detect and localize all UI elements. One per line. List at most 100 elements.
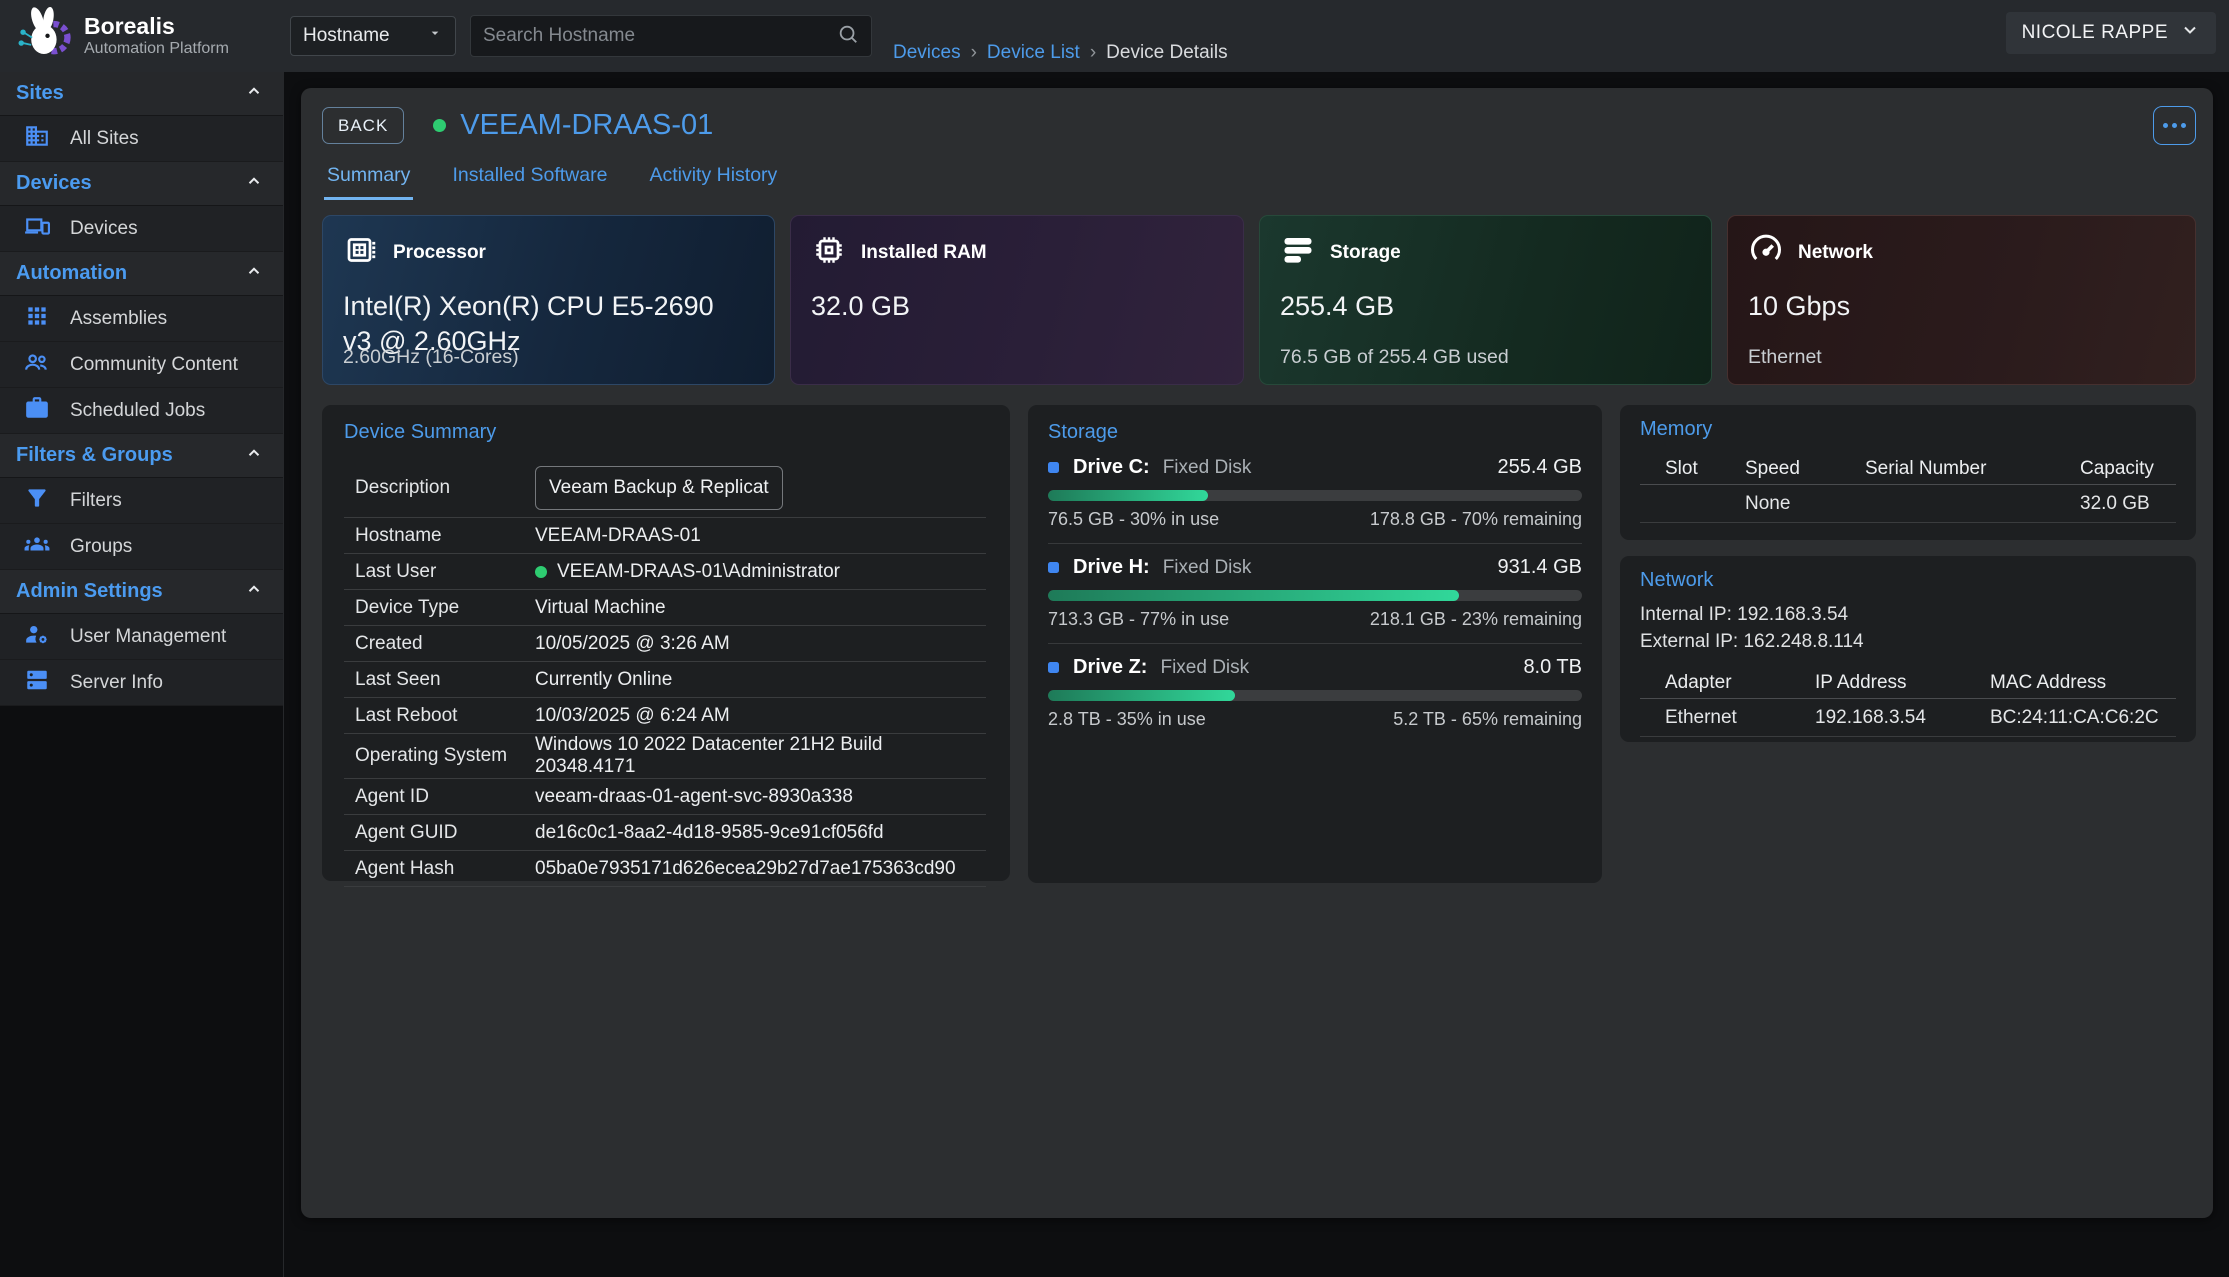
drive-used-text: 76.5 GB - 30% in use	[1048, 509, 1219, 530]
sidebar-item-devices[interactable]: Devices	[0, 206, 283, 252]
drive-row-z: Drive Z: Fixed Disk 8.0 TB 2.8 TB - 35% …	[1048, 644, 1582, 743]
network-subtext: Ethernet	[1748, 346, 1822, 369]
card-label: Network	[1798, 242, 1873, 264]
search-input-wrap	[470, 15, 872, 57]
network-table: Adapter IP Address MAC Address Ethernet …	[1640, 667, 2176, 737]
sidebar-item-community-content[interactable]: Community Content	[0, 342, 283, 388]
ellipsis-icon	[2181, 123, 2186, 128]
description-input[interactable]	[535, 466, 783, 510]
network-card: Network 10 Gbps Ethernet	[1727, 215, 2196, 385]
sidebar-item-groups[interactable]: Groups	[0, 524, 283, 570]
row-value: Virtual Machine	[535, 597, 666, 619]
app-logo[interactable]: Borealis Automation Platform	[0, 5, 284, 68]
row-value: 10/03/2025 @ 6:24 AM	[535, 705, 730, 727]
breadcrumb-device-details: Device Details	[1106, 42, 1227, 64]
sidebar-divider	[283, 72, 284, 1277]
section-label: Sites	[16, 82, 64, 105]
online-status-dot	[535, 566, 547, 578]
chevron-up-icon	[245, 580, 263, 603]
memory-capacity: 32.0 GB	[2080, 493, 2176, 515]
user-menu[interactable]: NICOLE RAPPE	[2006, 12, 2216, 54]
back-button[interactable]: BACK	[322, 107, 404, 144]
search-input[interactable]	[483, 25, 837, 47]
processor-card: Processor Intel(R) Xeon(R) CPU E5-2690 v…	[322, 215, 775, 385]
drive-name: Drive C:	[1073, 456, 1150, 479]
more-actions-button[interactable]	[2153, 106, 2196, 145]
sidebar-item-user-management[interactable]: User Management	[0, 614, 283, 660]
summary-row-agent-hash: Agent Hash 05ba0e7935171d626ecea29b27d7a…	[344, 851, 986, 887]
briefcase-icon	[24, 395, 50, 427]
breadcrumb-device-list[interactable]: Device List	[987, 42, 1080, 64]
sidebar-item-all-sites[interactable]: All Sites	[0, 116, 283, 162]
grid-icon	[24, 303, 50, 335]
drive-row-c: Drive C: Fixed Disk 255.4 GB 76.5 GB - 3…	[1048, 444, 1582, 544]
row-label: Last Seen	[355, 669, 535, 691]
device-tabs: Summary Installed Software Activity Hist…	[324, 164, 780, 200]
sidebar-item-scheduled-jobs[interactable]: Scheduled Jobs	[0, 388, 283, 434]
tab-activity-history[interactable]: Activity History	[646, 164, 780, 200]
sidebar-section-sites[interactable]: Sites	[0, 72, 283, 116]
borealis-rabbit-logo-icon	[14, 5, 72, 68]
row-label: Agent GUID	[355, 822, 535, 844]
sidebar-item-label: Devices	[70, 218, 138, 240]
filter-icon	[24, 485, 50, 517]
row-value: de16c0c1-8aa2-4d18-9585-9ce91cf056fd	[535, 822, 884, 844]
memory-col-serial: Serial Number	[1865, 458, 2080, 480]
devices-icon	[24, 213, 50, 245]
chevron-down-icon	[2180, 20, 2200, 46]
sidebar-section-admin-settings[interactable]: Admin Settings	[0, 570, 283, 614]
network-adapter: Ethernet	[1665, 707, 1815, 729]
network-panel-title: Network	[1640, 569, 2176, 592]
chevron-up-icon	[245, 262, 263, 285]
storage-panel: Storage Drive C: Fixed Disk 255.4 GB 76.…	[1028, 405, 1602, 883]
network-col-adapter: Adapter	[1665, 672, 1815, 694]
brand-name: Borealis	[84, 14, 229, 39]
sidebar-section-devices[interactable]: Devices	[0, 162, 283, 206]
drive-bullet-icon	[1048, 462, 1059, 473]
sidebar: Sites All Sites Devices Devices Automati…	[0, 72, 283, 706]
sidebar-item-filters[interactable]: Filters	[0, 478, 283, 524]
row-value: VEEAM-DRAAS-01\Administrator	[557, 561, 840, 583]
tab-summary[interactable]: Summary	[324, 164, 413, 200]
row-label: Device Type	[355, 597, 535, 619]
row-label: Agent Hash	[355, 858, 535, 880]
device-header: BACK VEEAM-DRAAS-01	[322, 106, 2196, 145]
network-panel: Network Internal IP: 192.168.3.54 Extern…	[1620, 556, 2196, 742]
drive-remaining-text: 178.8 GB - 70% remaining	[1370, 509, 1582, 530]
chevron-down-icon	[427, 25, 443, 47]
sidebar-section-filters-groups[interactable]: Filters & Groups	[0, 434, 283, 478]
sidebar-item-assemblies[interactable]: Assemblies	[0, 296, 283, 342]
memory-row: None 32.0 GB	[1640, 485, 2176, 523]
chevron-up-icon	[245, 444, 263, 467]
memory-col-capacity: Capacity	[2080, 458, 2176, 480]
user-menu-label: NICOLE RAPPE	[2022, 22, 2168, 44]
speedometer-icon	[1748, 232, 1784, 273]
row-value: Windows 10 2022 Datacenter 21H2 Build 20…	[535, 734, 986, 778]
tab-installed-software[interactable]: Installed Software	[449, 164, 610, 200]
drive-name: Drive Z:	[1073, 656, 1147, 679]
row-label: Hostname	[355, 525, 535, 547]
ellipsis-icon	[2172, 123, 2177, 128]
device-name-title: VEEAM-DRAAS-01	[460, 109, 713, 142]
memory-panel: Memory Slot Speed Serial Number Capacity…	[1620, 405, 2196, 540]
drive-usage-bar	[1048, 690, 1582, 701]
drive-type: Fixed Disk	[1160, 657, 1249, 679]
summary-row-last-seen: Last Seen Currently Online	[344, 662, 986, 698]
section-label: Filters & Groups	[16, 444, 173, 467]
search-filter-dropdown[interactable]: Hostname	[290, 16, 456, 56]
drive-type: Fixed Disk	[1163, 557, 1252, 579]
storage-stack-icon	[1280, 232, 1316, 273]
sidebar-item-server-info[interactable]: Server Info	[0, 660, 283, 706]
breadcrumb-devices[interactable]: Devices	[893, 42, 961, 64]
ram-chip-icon	[811, 232, 847, 273]
memory-col-slot: Slot	[1665, 458, 1745, 480]
drive-name: Drive H:	[1073, 556, 1150, 579]
sidebar-section-automation[interactable]: Automation	[0, 252, 283, 296]
sidebar-item-label: Scheduled Jobs	[70, 400, 205, 422]
storage-card: Storage 255.4 GB 76.5 GB of 255.4 GB use…	[1259, 215, 1712, 385]
drive-total: 255.4 GB	[1497, 456, 1582, 479]
breadcrumb-separator-icon: ›	[971, 42, 977, 64]
memory-col-speed: Speed	[1745, 458, 1865, 480]
card-label: Processor	[393, 242, 486, 264]
device-details-panel: BACK VEEAM-DRAAS-01 Summary Installed So…	[301, 88, 2213, 1218]
